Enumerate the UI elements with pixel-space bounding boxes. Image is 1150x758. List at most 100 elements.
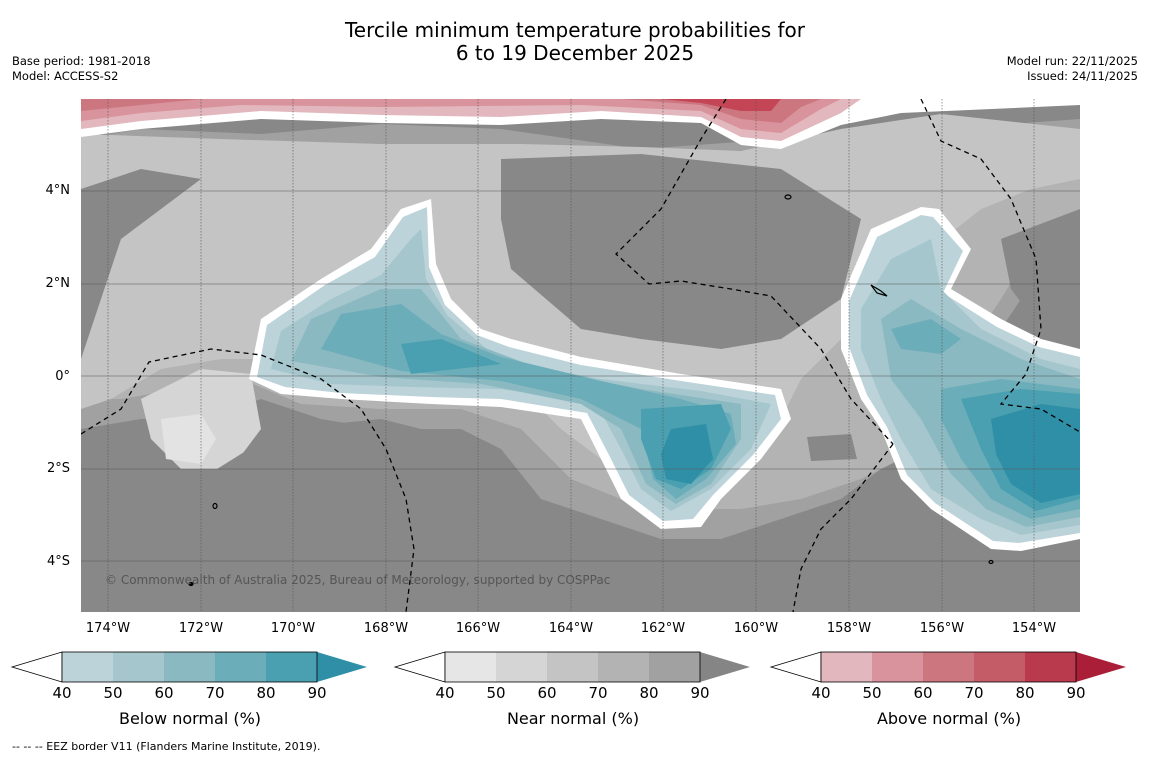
cb-below-tick-90: 90 <box>307 684 327 702</box>
lat-label-4n: 4°N <box>45 183 71 198</box>
cb-near-swatch-3 <box>547 652 598 682</box>
cb-near-high-arrow <box>700 652 750 682</box>
cb-below-tick-70: 70 <box>205 684 225 702</box>
cb-below-tick-50: 50 <box>103 684 123 702</box>
cb-below-tick-60: 60 <box>154 684 174 702</box>
cb-above-tick-70: 70 <box>964 684 984 702</box>
cb-near-swatch-2 <box>496 652 547 682</box>
lon-label-154w: 154°W <box>1011 621 1057 636</box>
eez-border-east <box>920 99 1080 433</box>
cb-below-high-arrow <box>317 652 367 682</box>
cb-near-tick-60: 60 <box>537 684 557 702</box>
cb-above-tick-80: 80 <box>1015 684 1035 702</box>
model-name: Model: ACCESS-S2 <box>12 69 119 83</box>
near-normal-dark-right <box>1001 209 1080 339</box>
eez-border-north <box>615 99 894 445</box>
near-normal-dark-bottom-right <box>781 519 901 612</box>
cb-above-high-arrow <box>1076 652 1126 682</box>
cb-below-label: Below normal (%) <box>118 709 262 728</box>
colorbars <box>10 651 1126 683</box>
lat-label-4s: 4°S <box>46 554 70 569</box>
lon-label-160w: 160°W <box>733 621 779 636</box>
cb-above-tick-60: 60 <box>913 684 933 702</box>
lon-label-162w: 162°W <box>640 621 686 636</box>
parallels <box>81 190 1080 562</box>
colorbar-below-normal <box>10 651 367 683</box>
cb-above-swatch-5 <box>1025 652 1076 682</box>
probability-map <box>81 99 1080 612</box>
above-normal-80 <box>661 99 781 111</box>
title-line-1: Tercile minimum temperature probabilitie… <box>344 18 806 42</box>
base-period: Base period: 1981-2018 <box>12 54 151 68</box>
issued-date: Issued: 24/11/2025 <box>1027 69 1138 83</box>
cb-above-swatch-3 <box>923 652 974 682</box>
chart-title: Tercile minimum temperature probabilitie… <box>0 19 1150 65</box>
cb-below-tick-80: 80 <box>256 684 276 702</box>
island-east <box>870 284 888 297</box>
cb-above-low-arrow <box>769 651 822 683</box>
island-north <box>784 194 792 200</box>
lat-label-2n: 2°N <box>45 276 71 291</box>
cb-above-frame <box>820 651 1077 683</box>
eez-border-south <box>792 443 894 612</box>
island-southeast <box>988 559 994 565</box>
cb-above-label: Above normal (%) <box>876 709 1022 728</box>
cb-below-frame <box>61 651 318 683</box>
cb-near-tick-90: 90 <box>690 684 710 702</box>
graticule <box>107 99 1035 612</box>
cb-near-tick-80: 80 <box>639 684 659 702</box>
lat-label-2s: 2°S <box>46 461 70 476</box>
cb-near-label: Near normal (%) <box>506 709 640 728</box>
lon-label-156w: 156°W <box>919 621 965 636</box>
meta-left: Base period: 1981-2018 Model: ACCESS-S2 <box>12 54 151 84</box>
copyright-notice: © Commonwealth of Australia 2025, Bureau… <box>105 573 611 587</box>
cb-above-tick-40: 40 <box>811 684 831 702</box>
cb-near-tick-50: 50 <box>486 684 506 702</box>
lon-label-170w: 170°W <box>270 621 316 636</box>
colorbar-above-normal <box>769 651 1126 683</box>
below-normal-west-80 <box>401 339 731 489</box>
cb-above-swatch-2 <box>872 652 923 682</box>
meta-right: Model run: 22/11/2025 Issued: 24/11/2025 <box>1007 54 1138 84</box>
cb-near-tick-40: 40 <box>435 684 455 702</box>
island-south <box>188 581 194 587</box>
cb-above-tick-90: 90 <box>1066 684 1086 702</box>
cb-below-swatch-2 <box>113 652 164 682</box>
cb-near-swatch-1 <box>445 652 496 682</box>
cb-near-swatch-4 <box>598 652 649 682</box>
islands <box>188 194 994 587</box>
above-normal-50 <box>81 99 841 133</box>
near-normal-dark-lower <box>81 419 641 612</box>
island-southwest <box>212 502 218 510</box>
cb-near-swatch-5 <box>649 652 700 682</box>
cb-near-frame <box>444 651 701 683</box>
lon-label-172w: 172°W <box>178 621 224 636</box>
cb-below-swatch-5 <box>266 652 317 682</box>
near-normal-lightest-blob <box>161 414 216 464</box>
model-run: Model run: 22/11/2025 <box>1006 54 1138 68</box>
eez-borders <box>81 99 1080 612</box>
above-normal-40 <box>81 99 861 141</box>
lon-label-166w: 166°W <box>455 621 501 636</box>
title-line-2: 6 to 19 December 2025 <box>455 41 695 65</box>
cb-near-tick-70: 70 <box>588 684 608 702</box>
lon-label-164w: 164°W <box>548 621 594 636</box>
cb-below-swatch-4 <box>215 652 266 682</box>
lon-label-174w: 174°W <box>85 621 131 636</box>
near-normal-small-blob <box>807 434 857 461</box>
eez-footnote: -- -- -- EEZ border V11 (Flanders Marine… <box>12 740 321 753</box>
cb-below-low-arrow <box>10 651 63 683</box>
colorbar-near-normal <box>393 651 750 683</box>
cb-below-swatch-1 <box>62 652 113 682</box>
cb-near-low-arrow <box>393 651 446 683</box>
cb-above-tick-50: 50 <box>862 684 882 702</box>
eez-border-west <box>81 348 415 612</box>
below-normal-east-90 <box>991 404 1080 503</box>
lon-label-168w: 168°W <box>363 621 409 636</box>
cb-above-swatch-4 <box>974 652 1025 682</box>
cb-below-tick-40: 40 <box>52 684 72 702</box>
near-normal-dark-upper <box>501 154 861 349</box>
cb-above-swatch-1 <box>821 652 872 682</box>
lon-label-158w: 158°W <box>826 621 872 636</box>
cb-below-swatch-3 <box>164 652 215 682</box>
